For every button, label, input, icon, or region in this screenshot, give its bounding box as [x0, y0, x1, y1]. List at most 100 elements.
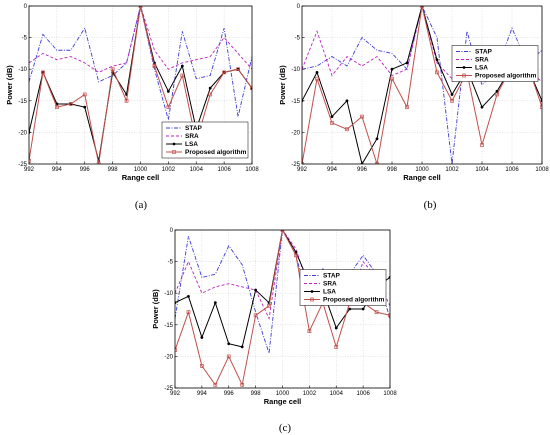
data-point — [307, 329, 312, 333]
x-tick-label: 992 — [297, 167, 308, 173]
series-line — [29, 6, 252, 73]
data-point — [226, 354, 231, 359]
y-tick-label: -25 — [164, 386, 173, 392]
x-tick-label: 1006 — [217, 167, 231, 173]
y-tick-label: -5 — [22, 36, 28, 42]
legend-entry: LSA — [185, 141, 198, 148]
data-point — [96, 162, 101, 164]
data-point — [227, 342, 231, 346]
data-point — [374, 310, 379, 315]
data-point — [200, 336, 204, 339]
data-point — [334, 345, 339, 349]
series-proposed-algorithm — [29, 6, 252, 164]
data-point — [388, 313, 390, 318]
y-axis-label: Power (dB) — [151, 289, 160, 329]
data-point — [236, 67, 240, 72]
legend-entry: STAP — [323, 273, 341, 280]
y-tick-label: 0 — [170, 228, 174, 234]
x-tick-label: 996 — [224, 391, 235, 397]
x-tick-label: 1000 — [415, 167, 429, 173]
data-point — [390, 67, 394, 71]
x-tick-label: 1004 — [190, 167, 204, 173]
x-tick-label: 992 — [24, 167, 35, 173]
legend-entry: SRA — [475, 57, 489, 64]
data-point — [83, 105, 87, 109]
data-point — [82, 92, 87, 97]
series-line — [302, 6, 542, 164]
legend-entry: STAP — [185, 125, 203, 132]
data-point — [330, 121, 334, 125]
data-point — [68, 102, 73, 106]
data-point — [435, 58, 439, 62]
data-point — [360, 114, 364, 119]
y-tick-label: -20 — [291, 130, 300, 136]
y-tick-label: 0 — [24, 4, 28, 10]
y-tick-label: -5 — [295, 36, 301, 42]
series-sra — [29, 6, 252, 73]
data-point — [124, 98, 129, 103]
plot-frame — [301, 5, 543, 165]
x-tick-label: 1008 — [535, 167, 549, 173]
data-point — [29, 158, 31, 163]
data-point — [375, 137, 379, 141]
legend-entry: SRA — [323, 281, 337, 288]
data-point — [41, 70, 45, 75]
legend-marker — [310, 290, 314, 293]
series-line — [175, 230, 390, 354]
data-point — [361, 307, 365, 311]
x-axis-label: Range cell — [122, 173, 160, 182]
legend-marker — [172, 150, 176, 154]
x-axis-label: Range cell — [264, 397, 302, 406]
data-point — [213, 301, 217, 305]
data-point — [540, 105, 542, 109]
x-tick-label: 1008 — [245, 167, 259, 173]
data-point — [152, 64, 157, 68]
data-point — [175, 348, 177, 352]
x-tick-label: 1002 — [303, 391, 317, 397]
x-tick-label: 1002 — [162, 167, 176, 173]
data-point — [213, 382, 218, 387]
data-point — [495, 92, 499, 97]
data-point — [240, 345, 244, 349]
x-tick-label: 1000 — [134, 167, 148, 173]
legend-entry: SRA — [185, 133, 199, 140]
data-point — [345, 127, 349, 132]
series-line — [175, 230, 390, 348]
data-point — [480, 143, 484, 147]
legend-marker — [172, 142, 176, 146]
y-tick-label: -15 — [164, 323, 173, 329]
y-axis-label: Power (dB) — [278, 65, 287, 105]
legend-entry: LSA — [475, 65, 488, 72]
series-stap — [29, 6, 252, 120]
x-tick-label: 1004 — [475, 167, 489, 173]
data-point — [495, 89, 499, 93]
data-point — [420, 6, 424, 8]
series-stap — [302, 6, 542, 164]
legend-entry: Proposed algorithm — [475, 73, 537, 80]
data-point — [180, 64, 184, 68]
x-tick-label: 994 — [327, 167, 338, 173]
data-point — [208, 92, 213, 97]
x-tick-label: 998 — [108, 167, 119, 173]
data-point — [267, 303, 271, 308]
data-point — [390, 76, 394, 81]
chart-panel-1: 992 994 996 998 1000 1002 1004 1006 1008 0 -5 -10 -1… — [5, 4, 259, 211]
data-point — [348, 307, 352, 311]
data-point — [345, 99, 349, 103]
x-tick-label: 996 — [80, 167, 91, 173]
data-point — [480, 105, 484, 109]
series-line — [302, 6, 542, 164]
data-point — [166, 105, 171, 109]
data-point — [330, 115, 334, 118]
x-tick-label: 994 — [197, 391, 208, 397]
legend-entry: Proposed algorithm — [323, 297, 385, 304]
x-tick-label: 992 — [170, 391, 181, 397]
legend-entry: LSA — [323, 289, 336, 296]
x-axis-label: Range cell — [403, 173, 441, 182]
data-point — [200, 364, 204, 368]
x-tick-label: 998 — [251, 391, 262, 397]
x-tick-label: 998 — [387, 167, 398, 173]
data-point — [240, 382, 245, 387]
legend-entry: Proposed algorithm — [185, 149, 247, 156]
